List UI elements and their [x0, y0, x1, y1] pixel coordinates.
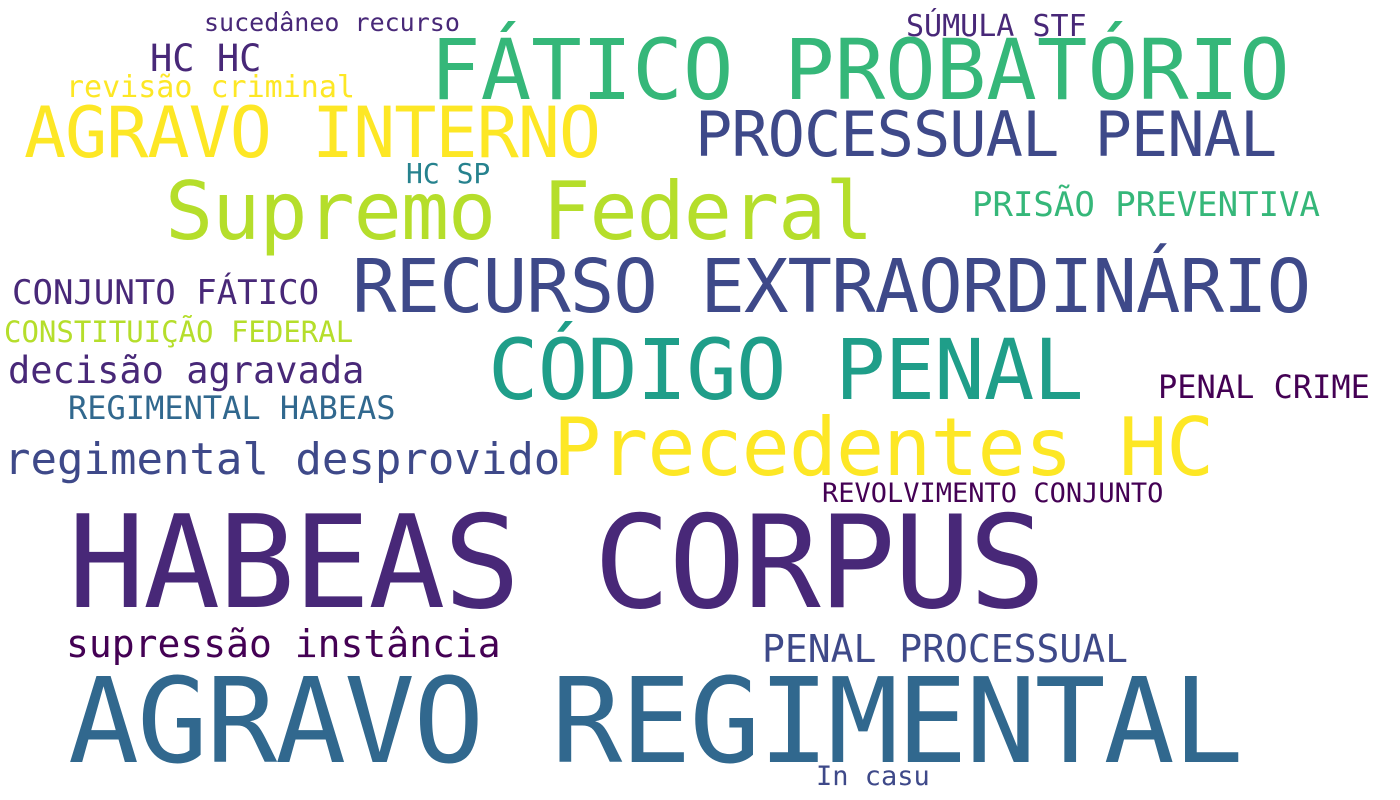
- word-revolvimento-conjunto: REVOLVIMENTO CONJUNTO: [822, 478, 1164, 509]
- word-constituicao-federal: CONSTITUIÇÃO FEDERAL: [4, 315, 354, 349]
- word-precedentes-hc: Precedentes HC: [553, 401, 1214, 494]
- word-regimental-desprovido: regimental desprovido: [4, 434, 561, 485]
- word-processual-penal: PROCESSUAL PENAL: [695, 98, 1277, 171]
- word-penal-crime: PENAL CRIME: [1158, 368, 1370, 406]
- word-hc-sp: HC SP: [406, 157, 491, 190]
- word-in-casu: In casu: [816, 761, 930, 792]
- word-habeas-corpus: HABEAS CORPUS: [68, 489, 1046, 638]
- word-fatico-probatorio: FÁTICO PROBATÓRIO: [430, 21, 1290, 119]
- word-agravo-interno: AGRAVO INTERNO: [24, 92, 601, 174]
- word-penal-processual: PENAL PROCESSUAL: [762, 627, 1129, 671]
- word-supremo-federal: Supremo Federal: [165, 165, 873, 258]
- word-decisao-agravada: decisão agravada: [8, 349, 365, 392]
- word-revisao-criminal: revisão criminal: [66, 70, 355, 105]
- word-hc-hc: HC HC: [150, 37, 262, 80]
- word-agravo-regimental: AGRAVO REGIMENTAL: [68, 652, 1244, 790]
- word-prisao-preventiva: PRISÃO PREVENTIVA: [972, 185, 1320, 225]
- word-sucedaneo-recurso: sucedâneo recurso: [204, 8, 460, 37]
- word-regimental-habeas: REGIMENTAL HABEAS: [68, 389, 396, 427]
- word-supressao-instancia: supressão instância: [66, 622, 501, 666]
- word-recurso-extraordinario: RECURSO EXTRAORDINÁRIO: [352, 244, 1311, 330]
- word-sumula-stf: SÚMULA STF: [906, 9, 1087, 44]
- word-codigo-penal: CÓDIGO PENAL: [488, 321, 1084, 419]
- word-conjunto-fatico: CONJUNTO FÁTICO: [12, 273, 320, 313]
